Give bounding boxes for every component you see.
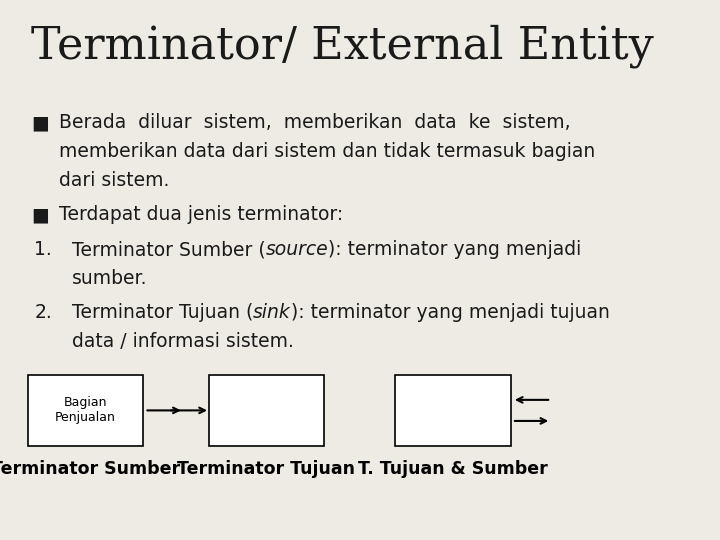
Text: Berada  diluar  sistem,  memberikan  data  ke  sistem,: Berada diluar sistem, memberikan data ke…	[59, 113, 571, 132]
Text: Terdapat dua jenis terminator:: Terdapat dua jenis terminator:	[59, 205, 343, 224]
Bar	[28, 375, 143, 445]
Text: Bagian
Penjualan: Bagian Penjualan	[55, 396, 116, 424]
Text: ■: ■	[31, 205, 49, 224]
Text: data / informasi sistem.: data / informasi sistem.	[71, 332, 294, 351]
Text: 2.: 2.	[35, 303, 52, 322]
Bar	[395, 375, 510, 445]
Text: dari sistem.: dari sistem.	[59, 171, 169, 190]
Text: 1.: 1.	[35, 240, 52, 259]
Bar	[209, 375, 324, 445]
Text: memberikan data dari sistem dan tidak termasuk bagian: memberikan data dari sistem dan tidak te…	[59, 142, 595, 161]
Text: Terminator/ External Entity: Terminator/ External Entity	[31, 24, 654, 68]
Text: T. Tujuan & Sumber: T. Tujuan & Sumber	[359, 460, 548, 478]
Text: Terminator Sumber: Terminator Sumber	[0, 460, 180, 478]
Text: source: source	[266, 240, 328, 259]
Text: Terminator Sumber (: Terminator Sumber (	[71, 240, 266, 259]
Text: ■: ■	[31, 113, 49, 132]
Text: ): terminator yang menjadi: ): terminator yang menjadi	[328, 240, 581, 259]
Text: Terminator Tujuan: Terminator Tujuan	[177, 460, 355, 478]
Text: sumber.: sumber.	[71, 269, 147, 288]
Text: sink: sink	[253, 303, 291, 322]
Text: Terminator Tujuan (: Terminator Tujuan (	[71, 303, 253, 322]
Text: ): terminator yang menjadi tujuan: ): terminator yang menjadi tujuan	[291, 303, 610, 322]
